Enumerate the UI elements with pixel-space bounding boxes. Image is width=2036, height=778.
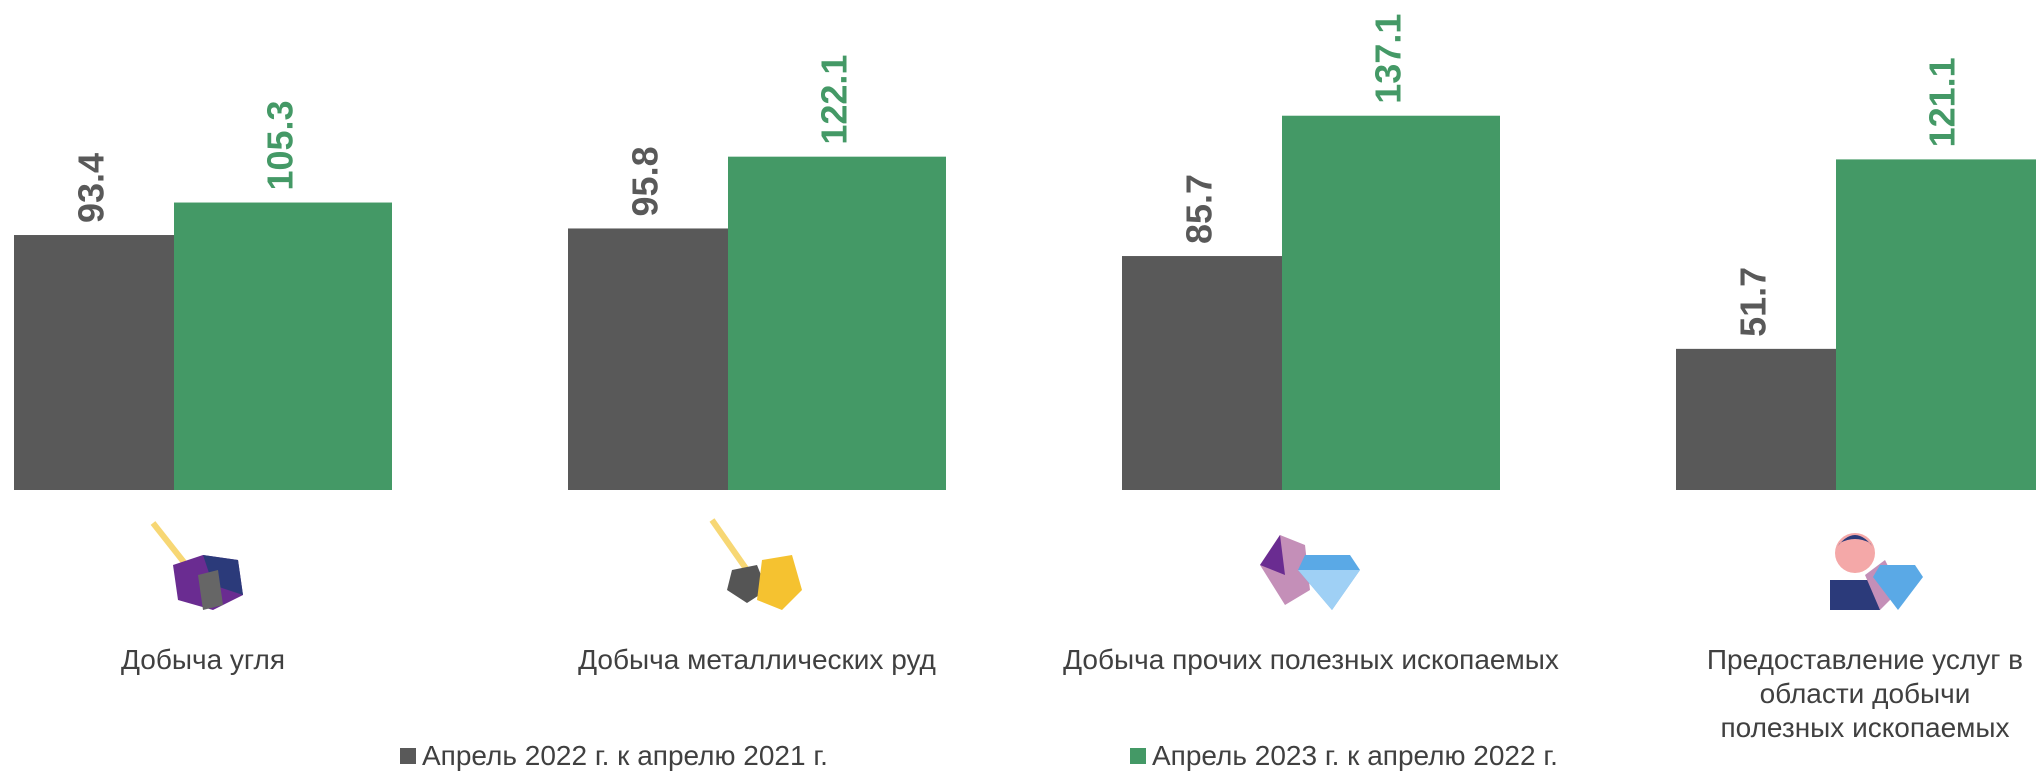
bar bbox=[1282, 115, 1500, 490]
data-label: 51.7 bbox=[1733, 267, 1774, 337]
legend-label: Апрель 2023 г. к апрелю 2022 г. bbox=[1152, 740, 1558, 771]
bar bbox=[1836, 159, 2036, 490]
legend-swatch bbox=[1130, 748, 1146, 764]
data-label: 93.4 bbox=[71, 153, 112, 223]
icon-ore bbox=[709, 518, 802, 610]
legend-item: Апрель 2023 г. к апрелю 2022 г. bbox=[1130, 740, 1558, 772]
icon-coal bbox=[150, 521, 243, 610]
category-label: Добыча металлических руд bbox=[578, 644, 936, 675]
legend-swatch bbox=[400, 748, 416, 764]
data-label: 137.1 bbox=[1368, 14, 1409, 104]
data-label: 121.1 bbox=[1922, 57, 1963, 147]
bar bbox=[728, 156, 946, 491]
bar bbox=[14, 235, 174, 490]
icon-worker bbox=[1830, 533, 1923, 610]
legend-item: Апрель 2022 г. к апрелю 2021 г. bbox=[400, 740, 828, 772]
category-label: Добыча угля bbox=[120, 644, 286, 675]
legend-label: Апрель 2022 г. к апрелю 2021 г. bbox=[422, 740, 828, 771]
data-label: 105.3 bbox=[260, 100, 301, 190]
data-label: 85.7 bbox=[1179, 174, 1220, 244]
data-label: 122.1 bbox=[814, 55, 855, 145]
category-label: Добыча прочих полезных ископаемых bbox=[1063, 644, 1559, 675]
bar bbox=[1122, 256, 1282, 490]
bar bbox=[568, 228, 728, 490]
icon-gems bbox=[1260, 535, 1360, 610]
bar bbox=[1676, 348, 1836, 490]
bar bbox=[174, 202, 392, 490]
category-label: Предоставление услуг в области добычи по… bbox=[1706, 644, 2024, 743]
data-label: 95.8 bbox=[625, 146, 666, 216]
